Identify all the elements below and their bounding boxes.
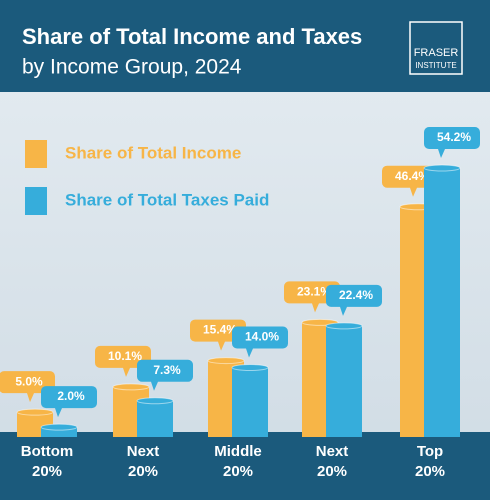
logo-text: FRASER (414, 47, 459, 59)
x-tick-label: Next 20% (126, 443, 160, 480)
callout (190, 319, 246, 351)
bar (424, 168, 460, 437)
x-tick-label: Top 20% (414, 443, 446, 480)
bar-cap (423, 164, 461, 172)
value-label: 10.1% (108, 349, 142, 363)
callout (326, 284, 382, 316)
bar-cap (231, 364, 269, 372)
callout (0, 371, 55, 403)
bar-cap (325, 322, 363, 330)
callout (424, 127, 480, 158)
value-label: 23.1% (297, 285, 331, 299)
bar-cap (40, 423, 78, 431)
bar (137, 400, 173, 437)
bar (41, 427, 77, 437)
bar-cap (16, 408, 54, 416)
x-tick-label: Middle 20% (214, 443, 262, 480)
value-label: 54.2% (437, 130, 471, 144)
x-tick-label: Bottom 20% (20, 443, 74, 480)
legend-label: Share of Total Taxes Paid (65, 190, 269, 209)
legend-swatch (25, 140, 47, 168)
x-tick-label: Next 20% (315, 443, 349, 480)
callout (95, 345, 151, 377)
value-label: 22.4% (339, 288, 373, 302)
value-label: 46.4% (395, 169, 429, 183)
logo-text: INSTITUTE (415, 61, 456, 70)
legend-label: Share of Total Income (65, 143, 241, 162)
chart-title: Share of Total Income and Taxes (22, 24, 362, 49)
legend-swatch (25, 187, 47, 215)
chart-subtitle: by Income Group, 2024 (22, 56, 242, 79)
footer-band (0, 432, 490, 500)
bar (232, 367, 268, 437)
bar-cap (136, 397, 174, 405)
callout (284, 281, 340, 313)
value-label: 7.3% (153, 363, 181, 377)
bar-cap (207, 357, 245, 365)
bar-cap (112, 383, 150, 391)
value-label: 2.0% (57, 389, 85, 403)
bar (326, 325, 362, 437)
logo-box (409, 21, 463, 75)
value-label: 5.0% (15, 374, 43, 388)
value-label: 14.0% (245, 330, 279, 344)
callout (137, 359, 193, 391)
callout (41, 386, 97, 418)
callout (232, 326, 288, 358)
header-band (0, 0, 490, 92)
value-label: 15.4% (203, 323, 237, 337)
